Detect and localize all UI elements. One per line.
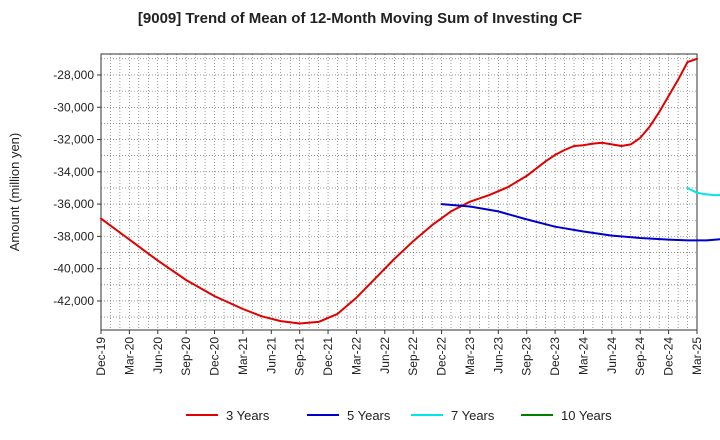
x-tick-label: Mar-22 bbox=[349, 337, 363, 375]
x-tick-label: Dec-23 bbox=[548, 337, 562, 376]
x-tick-label: Dec-21 bbox=[321, 337, 335, 376]
x-tick-label: Jun-20 bbox=[151, 337, 165, 374]
y-tick-label: -36,000 bbox=[53, 197, 94, 211]
x-tick-label: Mar-24 bbox=[576, 337, 590, 375]
x-tick-label: Mar-21 bbox=[236, 337, 250, 375]
legend-label: 7 Years bbox=[451, 408, 495, 423]
x-tick-label: Dec-20 bbox=[208, 337, 222, 376]
series-group bbox=[100, 57, 720, 325]
legend-label: 3 Years bbox=[226, 408, 270, 423]
y-axis-label: Amount (million yen) bbox=[7, 133, 22, 252]
x-tick-label: Dec-19 bbox=[94, 337, 108, 376]
series-line-3-years bbox=[100, 57, 698, 325]
y-tick-label: -40,000 bbox=[53, 262, 94, 276]
legend: 3 Years 5 Years 7 Years 10 Years bbox=[186, 408, 612, 423]
y-axis: -42,000 -40,000 -38,000 -36,000 -34,000 -32,0… bbox=[53, 68, 101, 308]
x-axis: Dec-19 Mar-20 Jun-20 Sep-20 Dec-20 Mar-21 Jun-… bbox=[94, 330, 704, 376]
x-tick-label: Mar-20 bbox=[122, 337, 136, 375]
x-tick-label: Sep-22 bbox=[406, 337, 420, 376]
x-tick-label: Jun-23 bbox=[491, 337, 505, 374]
y-tick-label: -34,000 bbox=[53, 165, 94, 179]
y-tick-label: -32,000 bbox=[53, 133, 94, 147]
legend-label: 5 Years bbox=[347, 408, 391, 423]
y-tick-label: -30,000 bbox=[53, 100, 94, 114]
x-tick-label: Dec-24 bbox=[662, 337, 676, 376]
x-tick-label: Jun-22 bbox=[378, 337, 392, 374]
x-tick-label: Jun-21 bbox=[264, 337, 278, 374]
x-tick-label: Sep-24 bbox=[633, 337, 647, 376]
y-tick-label: -42,000 bbox=[53, 294, 94, 308]
y-tick-label: -28,000 bbox=[53, 68, 94, 82]
x-tick-label: Sep-21 bbox=[293, 337, 307, 376]
x-tick-label: Dec-22 bbox=[435, 337, 449, 376]
x-tick-label: Sep-20 bbox=[179, 337, 193, 376]
series-line-5-years bbox=[440, 203, 720, 242]
series-line-7-years bbox=[686, 187, 720, 197]
legend-label: 10 Years bbox=[561, 408, 612, 423]
x-tick-label: Sep-23 bbox=[520, 337, 534, 376]
x-tick-label: Mar-23 bbox=[463, 337, 477, 375]
chart-title: [9009] Trend of Mean of 12-Month Moving … bbox=[137, 10, 583, 27]
y-tick-label: -38,000 bbox=[53, 229, 94, 243]
plot-area bbox=[101, 54, 697, 330]
grid-lines bbox=[101, 54, 697, 330]
x-tick-label: Jun-24 bbox=[605, 337, 619, 374]
x-tick-label: Mar-25 bbox=[690, 337, 704, 375]
